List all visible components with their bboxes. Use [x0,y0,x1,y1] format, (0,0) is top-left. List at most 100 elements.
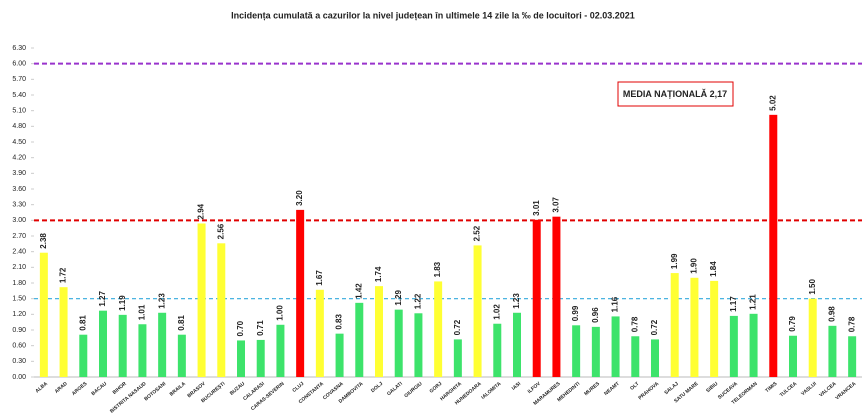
bar [39,252,48,377]
bar [808,298,817,377]
x-tick-label: VRANCEA [834,381,857,402]
y-tick-label: 2.40 [12,249,26,256]
value-label: 1.01 [138,304,147,320]
bar [315,289,324,377]
bar [79,334,88,377]
x-tick-label: BACAU [90,381,108,397]
value-label: 5.02 [768,95,777,111]
bar [769,114,778,377]
bar [749,313,758,377]
value-label: 1.27 [98,291,107,307]
value-label: 0.71 [256,320,265,336]
value-label: 1.29 [394,290,403,306]
chart-title: Incidența cumulată a cazurilor la nivel … [231,10,635,20]
value-label: 1.00 [276,305,285,321]
bar [217,243,226,377]
y-tick-label: 3.00 [12,217,26,224]
y-tick-label: 6.30 [12,45,26,52]
y-tick-label: 1.20 [12,311,26,318]
x-tick-label: DOLJ [370,381,384,394]
y-tick-label: 5.10 [12,108,26,115]
value-label: 1.17 [729,296,738,312]
bar [296,209,305,377]
value-label: 0.72 [650,319,659,335]
x-tick-label: BOTOSANI [143,381,167,403]
value-label: 0.81 [78,315,87,331]
value-label: 1.83 [433,261,442,277]
y-tick-label: 2.10 [12,264,26,271]
y-tick-label: 5.70 [12,76,26,83]
x-tick-label: ALBA [34,381,49,395]
bar [256,339,265,377]
x-tick-label: OLT [629,381,640,392]
value-label: 1.74 [374,266,383,282]
value-label: 0.72 [453,319,462,335]
bar [848,336,857,377]
bar [375,286,383,377]
x-tick-label: ILFOV [527,381,543,395]
y-tick-label: 4.50 [12,139,26,146]
bar [828,325,837,377]
value-label: 2.94 [197,203,206,219]
bar [335,333,344,377]
annotation: MEDIA NAȚIONALĂ 2,17 [623,89,727,99]
y-tick-label: 5.40 [12,92,26,99]
bar [276,324,285,377]
bar [591,326,600,377]
y-tick-label: 3.90 [12,170,26,177]
value-label: 1.19 [118,295,127,311]
x-tick-label: BIHOR [112,381,128,396]
value-label: 1.16 [611,296,620,312]
value-label: 1.50 [808,279,817,295]
value-label: 1.23 [512,293,521,309]
value-label: 1.02 [492,304,501,320]
value-label: 1.84 [709,261,718,277]
value-label: 0.81 [177,315,186,331]
bar [59,287,68,377]
value-label: 2.56 [216,223,225,239]
x-tick-label: CLUJ [291,381,305,394]
bar [394,309,403,377]
value-label: 0.78 [847,316,856,332]
value-label: 2.38 [39,233,48,249]
bar [729,315,738,377]
y-tick-label: 0.60 [12,343,26,350]
value-label: 1.90 [690,258,699,274]
bar [493,323,502,377]
bar [453,339,462,377]
y-tick-label: 1.50 [12,296,26,303]
x-tick-label: GIURGIU [403,381,424,400]
x-tick-label: GORJ [429,381,444,395]
value-label: 3.07 [552,197,561,213]
value-label: 0.79 [788,316,797,332]
x-tick-label: SALAJ [663,381,680,396]
y-tick-label: 3.60 [12,186,26,193]
value-label: 1.99 [670,253,679,269]
bar [651,339,659,377]
y-tick-label: 4.80 [12,123,26,130]
x-tick-label: BUZAU [229,381,247,397]
y-tick-label: 0.90 [12,327,26,334]
y-tick-label: 3.30 [12,202,26,209]
y-tick-label: 6.00 [12,61,26,68]
value-label: 1.67 [315,270,324,286]
x-tick-label: ARGES [71,381,89,397]
x-tick-label: NEAMT [603,381,620,397]
value-label: 0.83 [335,314,344,330]
value-label: 3.01 [532,200,541,216]
annotation-box [617,81,734,107]
bar [158,312,167,377]
value-label: 0.98 [828,306,837,322]
x-tick-label: TULCEA [779,381,799,399]
bar [237,340,245,377]
value-label: 1.21 [749,294,758,310]
value-label: 0.99 [571,305,580,321]
bar [513,312,521,377]
bar [99,310,107,377]
value-label: 1.72 [59,267,68,283]
value-label: 1.22 [414,293,423,309]
y-tick-label: 0.30 [12,358,26,365]
value-label: 0.70 [236,320,245,336]
bar [631,336,640,377]
